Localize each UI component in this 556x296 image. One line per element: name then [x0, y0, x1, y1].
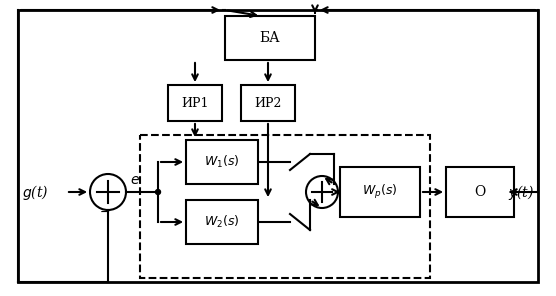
- Text: ИР1: ИР1: [181, 96, 208, 110]
- Bar: [186, 200, 258, 244]
- Text: ИР2: ИР2: [254, 96, 282, 110]
- Text: $W_p(s)$: $W_p(s)$: [363, 183, 398, 201]
- Text: $e$: $e$: [130, 173, 140, 187]
- Bar: [241, 85, 295, 121]
- Bar: [340, 167, 420, 217]
- Text: −: −: [100, 206, 110, 219]
- Bar: [225, 16, 315, 60]
- Text: БА: БА: [260, 31, 280, 45]
- Text: $W_1(s)$: $W_1(s)$: [204, 154, 240, 170]
- Bar: [168, 85, 222, 121]
- Circle shape: [156, 189, 161, 194]
- Bar: [140, 135, 430, 278]
- Bar: [186, 140, 258, 184]
- Text: $y$(t): $y$(t): [508, 183, 534, 202]
- Text: $W_2(s)$: $W_2(s)$: [204, 214, 240, 230]
- Bar: [446, 167, 514, 217]
- Text: О: О: [474, 185, 485, 199]
- Text: $g$(t): $g$(t): [22, 183, 48, 202]
